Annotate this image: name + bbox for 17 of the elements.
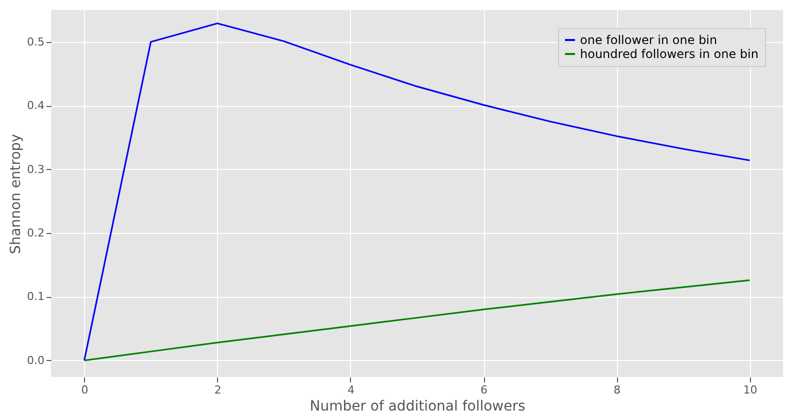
x-tick-label: 0 — [81, 384, 88, 396]
y-tick-label: 0.5 — [27, 35, 44, 48]
y-tick-label: 0.4 — [27, 99, 44, 112]
legend-label: houndred followers in one bin — [580, 47, 758, 61]
legend-label: one follower in one bin — [580, 33, 718, 47]
y-axis-title: Shannon entropy — [8, 134, 24, 254]
x-tick-label: 10 — [743, 384, 758, 396]
y-tick-label: 0.1 — [27, 290, 44, 304]
y-tick-label: 0.0 — [27, 354, 44, 367]
y-tick-label: 0.3 — [27, 162, 44, 176]
x-axis-title: Number of additional followers — [310, 398, 526, 414]
line-series — [83, 279, 751, 362]
y-tick-label: 0.2 — [27, 226, 44, 240]
x-tick-label: 2 — [214, 384, 222, 396]
x-tick-label: 6 — [480, 384, 488, 396]
x-tick-label: 4 — [347, 384, 354, 396]
x-tick-label: 8 — [614, 384, 621, 396]
